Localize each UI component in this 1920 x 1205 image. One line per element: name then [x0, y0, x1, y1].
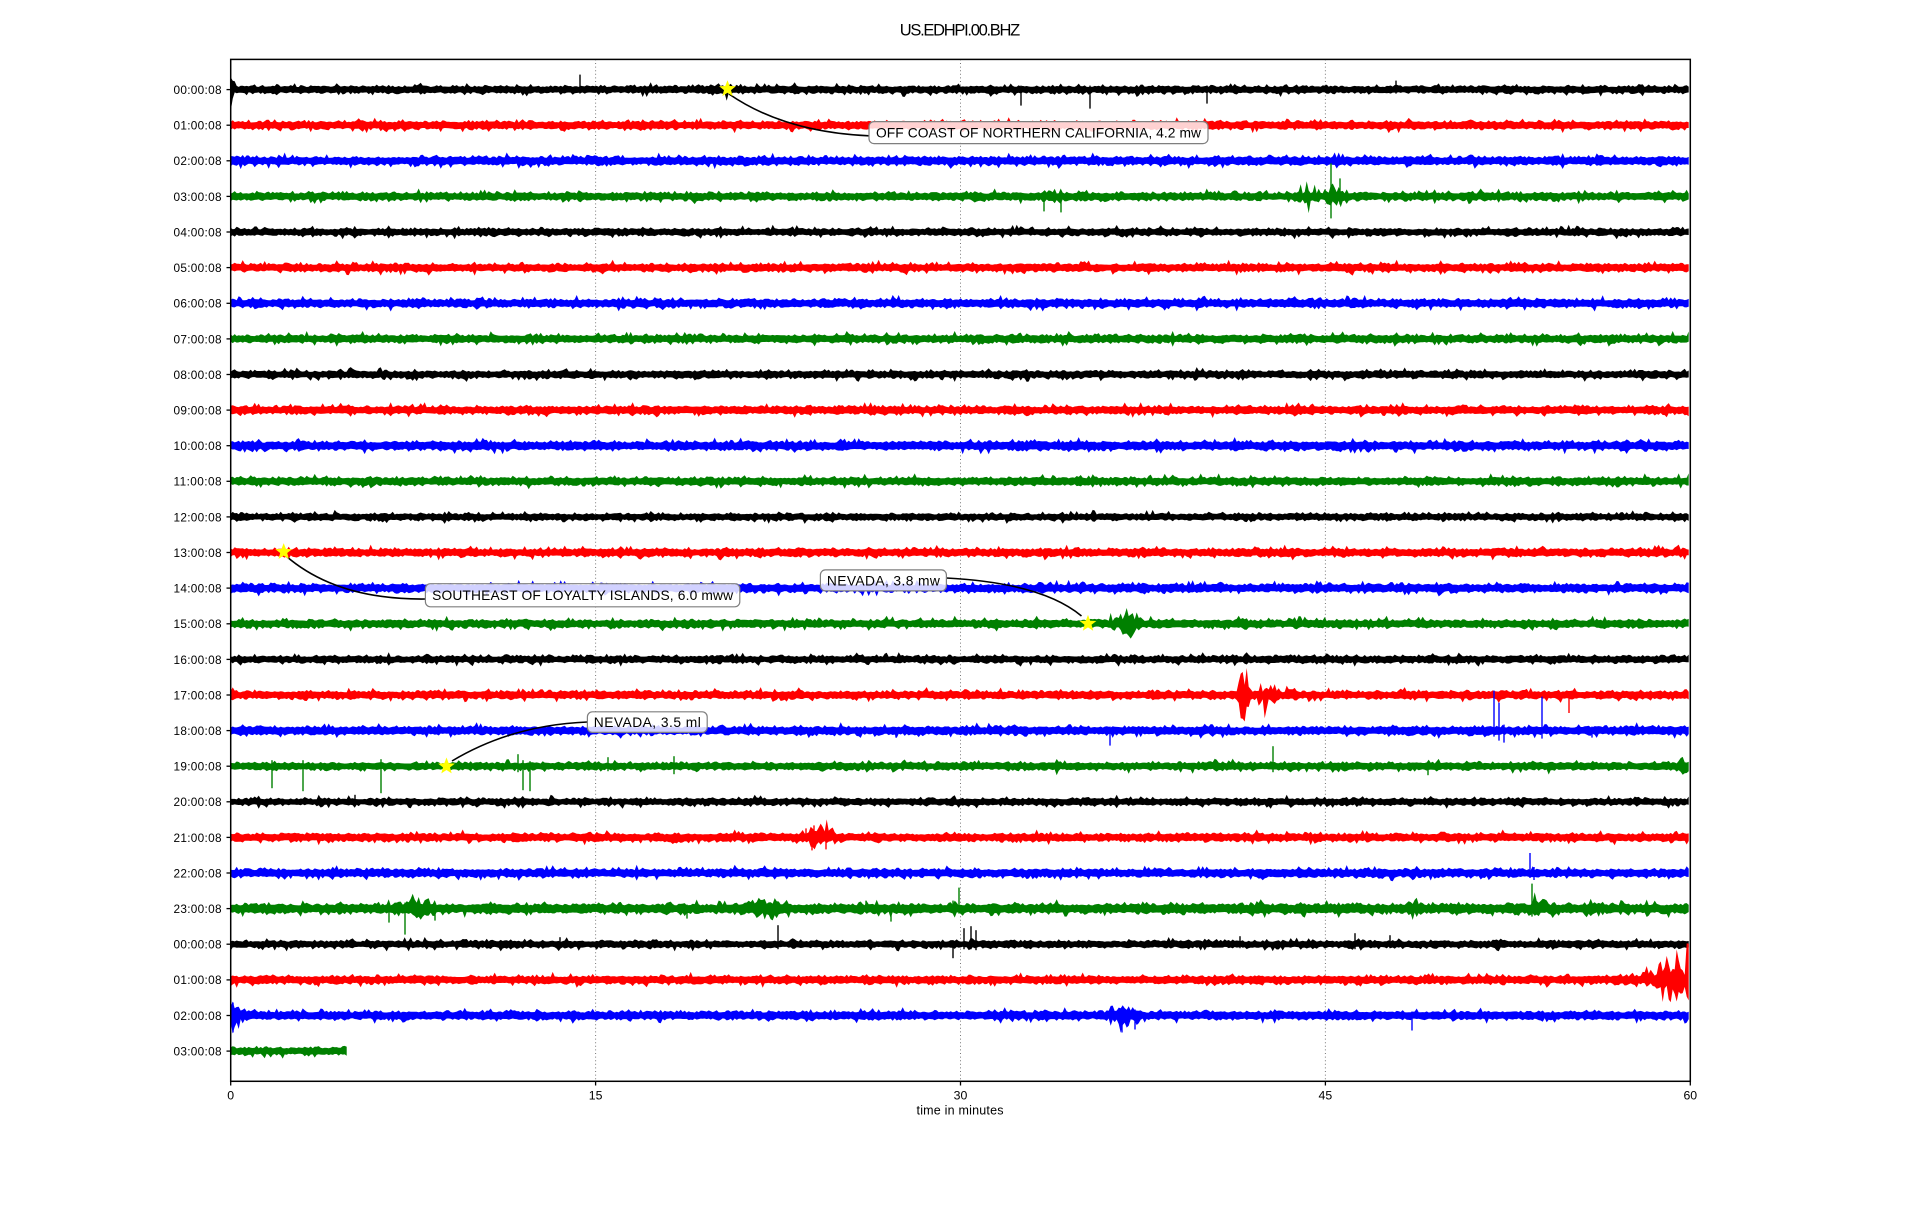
svg-text:02:00:08: 02:00:08: [174, 154, 222, 168]
svg-text:12:00:08: 12:00:08: [174, 510, 222, 524]
svg-text:14:00:08: 14:00:08: [174, 582, 222, 596]
svg-text:60: 60: [1683, 1088, 1697, 1102]
svg-text:NEVADA, 3.8 mw: NEVADA, 3.8 mw: [827, 573, 940, 588]
svg-text:01:00:08: 01:00:08: [174, 119, 222, 133]
svg-text:07:00:08: 07:00:08: [174, 332, 222, 346]
svg-text:30: 30: [954, 1088, 968, 1102]
svg-text:45: 45: [1319, 1088, 1333, 1102]
svg-text:02:00:08: 02:00:08: [174, 1009, 222, 1023]
svg-text:09:00:08: 09:00:08: [174, 404, 222, 418]
svg-text:NEVADA, 3.5 ml: NEVADA, 3.5 ml: [594, 715, 701, 730]
svg-text:03:00:08: 03:00:08: [174, 190, 222, 204]
svg-text:18:00:08: 18:00:08: [174, 724, 222, 738]
svg-text:time in minutes: time in minutes: [917, 1104, 1004, 1118]
svg-text:06:00:08: 06:00:08: [174, 297, 222, 311]
svg-text:15: 15: [589, 1088, 603, 1102]
svg-text:08:00:08: 08:00:08: [174, 368, 222, 382]
svg-text:15:00:08: 15:00:08: [174, 617, 222, 631]
svg-text:13:00:08: 13:00:08: [174, 546, 222, 560]
svg-text:20:00:08: 20:00:08: [174, 795, 222, 809]
svg-text:00:00:08: 00:00:08: [174, 83, 222, 97]
svg-text:03:00:08: 03:00:08: [174, 1045, 222, 1059]
svg-text:01:00:08: 01:00:08: [174, 973, 222, 987]
svg-text:19:00:08: 19:00:08: [174, 760, 222, 774]
svg-text:16:00:08: 16:00:08: [174, 653, 222, 667]
svg-text:23:00:08: 23:00:08: [174, 902, 222, 916]
svg-text:22:00:08: 22:00:08: [174, 866, 222, 880]
svg-text:05:00:08: 05:00:08: [174, 261, 222, 275]
svg-text:US.EDHPI.00.BHZ: US.EDHPI.00.BHZ: [900, 22, 1021, 40]
svg-text:10:00:08: 10:00:08: [174, 439, 222, 453]
svg-text:OFF COAST OF NORTHERN CALIFORN: OFF COAST OF NORTHERN CALIFORNIA, 4.2 mw: [876, 126, 1201, 141]
svg-text:04:00:08: 04:00:08: [174, 225, 222, 239]
svg-text:17:00:08: 17:00:08: [174, 688, 222, 702]
svg-text:SOUTHEAST OF LOYALTY ISLANDS,: SOUTHEAST OF LOYALTY ISLANDS, 6.0 mww: [432, 588, 733, 603]
svg-text:21:00:08: 21:00:08: [174, 831, 222, 845]
svg-text:0: 0: [227, 1088, 234, 1102]
svg-text:00:00:08: 00:00:08: [174, 938, 222, 952]
svg-text:11:00:08: 11:00:08: [174, 475, 222, 489]
